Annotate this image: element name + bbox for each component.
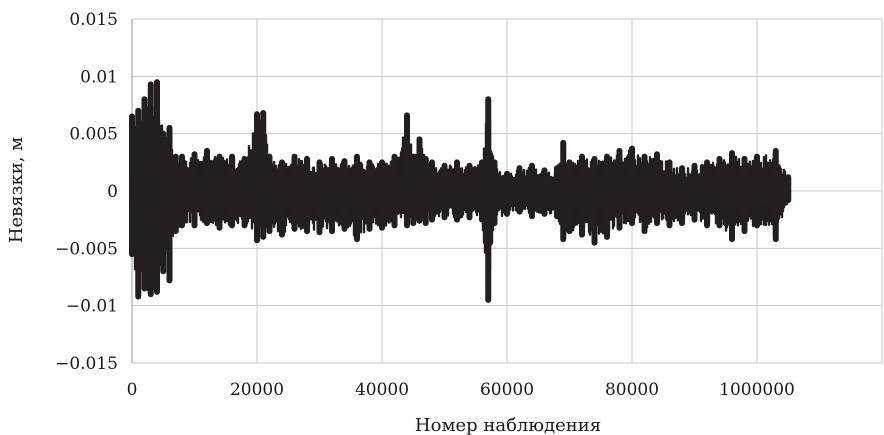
- x-tick-label: 0: [127, 380, 138, 400]
- residual-cloud: [129, 79, 792, 303]
- x-tick-label: 40000: [355, 380, 409, 400]
- y-tick-label: 0.01: [80, 67, 118, 87]
- y-tick-label: 0: [107, 182, 118, 202]
- y-tick-labels: 0.015 0.01 0.005 0 −0.005 −0.01 −0.015: [55, 10, 118, 374]
- x-tick-label: 80000: [605, 380, 659, 400]
- y-tick-label: 0.005: [69, 125, 118, 145]
- x-tick-label: 20000: [230, 380, 284, 400]
- x-tick-label: 60000: [480, 380, 534, 400]
- residual-core-band: [132, 177, 789, 205]
- x-tick-label: 1000000: [719, 380, 795, 400]
- y-tick-label: −0.01: [66, 297, 118, 317]
- x-axis-title: Номер наблюдения: [415, 415, 601, 435]
- y-axis-title: Невязки, м: [6, 137, 27, 243]
- y-tick-label: 0.015: [69, 10, 118, 30]
- y-tick-label: −0.015: [55, 354, 118, 374]
- x-tick-labels: 0 20000 40000 60000 80000 1000000: [127, 380, 795, 400]
- y-tick-label: −0.005: [55, 239, 118, 259]
